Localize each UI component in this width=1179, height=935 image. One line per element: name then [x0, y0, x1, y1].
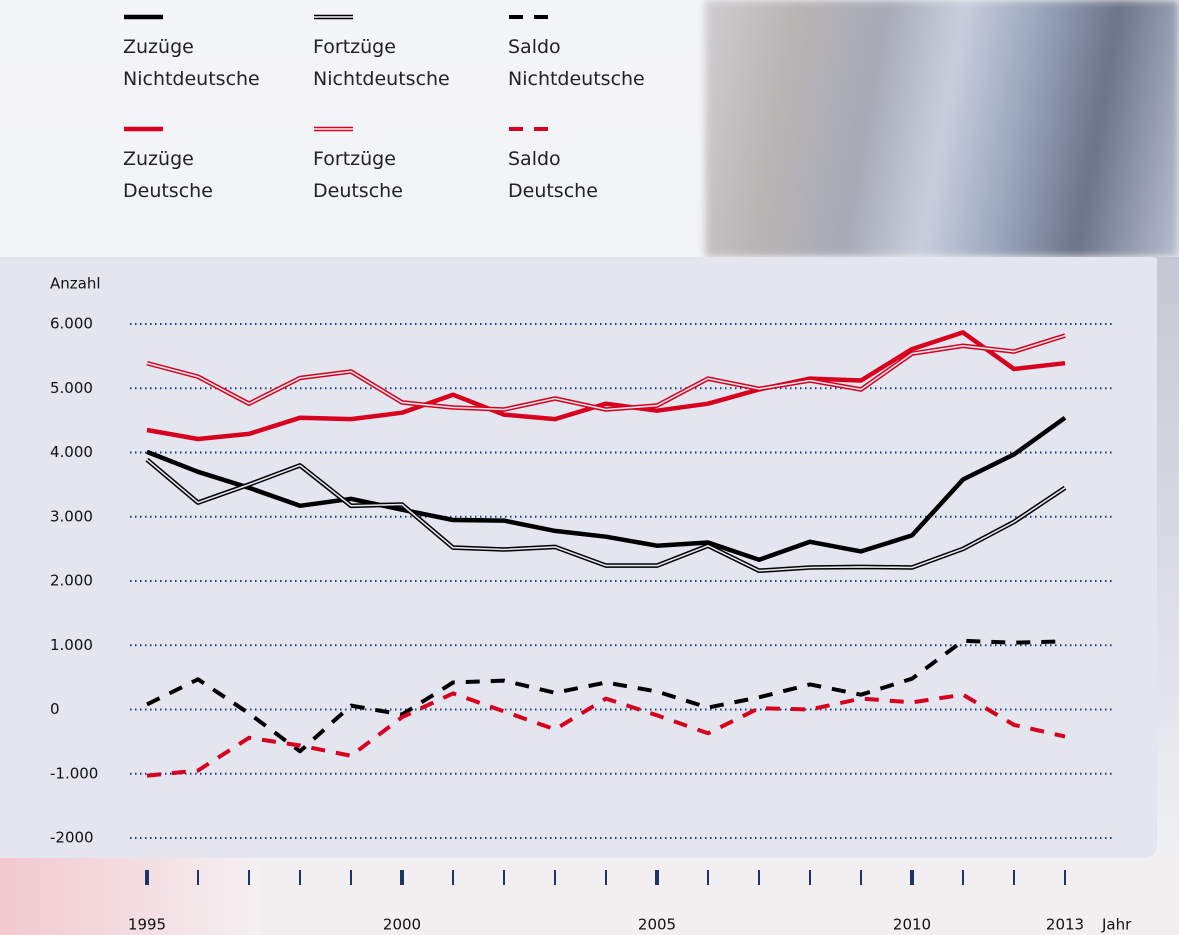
series-line: [147, 641, 1065, 752]
series-line: [147, 336, 1065, 410]
chart: Anzahl Jahr -2000 -1.000 0 1.000 2.000 3.000 4…: [0, 0, 1179, 935]
y-tick-label: 3.000: [50, 507, 93, 525]
y-tick-label: -2000: [50, 829, 94, 847]
y-tick-label: 4.000: [50, 443, 93, 461]
series-line-inner: [147, 460, 1065, 571]
y-tick-label: 1.000: [50, 636, 93, 654]
y-tick-label: -1.000: [50, 764, 98, 782]
y-tick-label: 6.000: [50, 315, 93, 333]
y-axis-label: Anzahl: [50, 275, 101, 293]
y-tick-label: 0: [50, 700, 60, 718]
series-line: [147, 460, 1065, 571]
x-tick-label: 2000: [383, 916, 421, 934]
y-tick-label: 2.000: [50, 572, 93, 590]
series-line: [147, 418, 1065, 560]
page: Zuzüge NichtdeutscheFortzüge Nichtdeutsc…: [0, 0, 1179, 935]
x-axis-label: Jahr: [1101, 916, 1132, 934]
series-line: [147, 693, 1065, 775]
series-line-inner: [147, 336, 1065, 410]
x-tick-label: 2010: [893, 916, 931, 934]
x-tick-label: 2005: [638, 916, 676, 934]
x-tick-label: 1995: [128, 916, 166, 934]
x-tick-label: 2013: [1046, 916, 1084, 934]
y-tick-label: 5.000: [50, 379, 93, 397]
